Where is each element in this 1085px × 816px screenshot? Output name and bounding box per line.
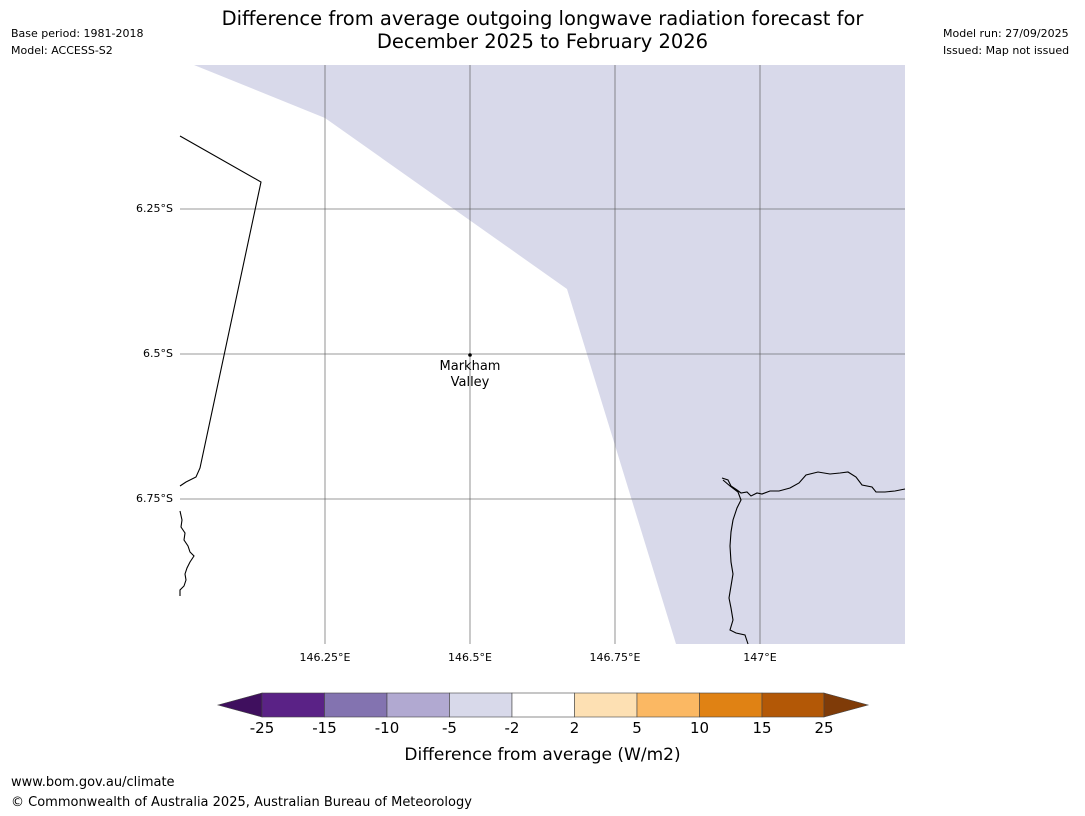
map-title-line2: December 2025 to February 2026	[376, 30, 709, 53]
shaded-region-light-purple	[194, 65, 905, 644]
colorbar-swatch	[386, 692, 450, 718]
footer-copyright: © Commonwealth of Australia 2025, Austra…	[11, 795, 472, 810]
colorbar-swatch	[511, 692, 575, 718]
map-title-line1: Difference from average outgoing longwav…	[221, 7, 864, 30]
lon-label-146-5: 146.5°E	[448, 651, 492, 664]
river-line	[722, 479, 749, 645]
colorbar-tick: 25	[814, 719, 834, 737]
model-text: Model: ACCESS-S2	[11, 44, 113, 57]
colorbar-tick: 10	[689, 719, 710, 737]
colorbar-swatch	[636, 692, 700, 718]
lon-label-146-75: 146.75°E	[589, 651, 641, 664]
coastline-west	[179, 510, 195, 596]
colorbar-tick: -25	[249, 719, 275, 737]
colorbar-swatch	[261, 692, 325, 718]
place-marker-dot	[468, 353, 472, 357]
lat-label-6-5: 6.5°S	[143, 347, 173, 360]
colorbar-tick: -15	[312, 719, 337, 737]
graticule	[180, 65, 905, 644]
colorbar-tick: -10	[374, 719, 400, 737]
model-run-text: Model run: 27/09/2025	[943, 27, 1069, 40]
colorbar	[216, 692, 870, 718]
colorbar-tick: 15	[752, 719, 772, 737]
lat-label-6-25: 6.25°S	[136, 202, 173, 215]
colorbar-tick: 5	[632, 719, 642, 737]
coastlines	[179, 135, 906, 645]
lat-label-6-75: 6.75°S	[136, 492, 173, 505]
border-line	[179, 135, 262, 487]
header-right-meta: Model run: 27/09/2025 Issued: Map not is…	[943, 25, 1069, 59]
base-period-text: Base period: 1981-2018	[11, 27, 144, 40]
colorbar-swatch	[574, 692, 638, 718]
place-name-line1: Markham	[439, 359, 501, 374]
lon-label-146-25: 146.25°E	[299, 651, 351, 664]
place-name-line2: Valley	[450, 375, 490, 390]
colorbar-arrow-high	[823, 692, 870, 718]
coastline-east	[721, 471, 906, 497]
place-label-markham-valley: Markham Valley	[420, 359, 520, 391]
issued-text: Issued: Map not issued	[943, 44, 1070, 57]
colorbar-label: Difference from average (W/m2)	[404, 745, 681, 765]
colorbar-tick: -5	[442, 719, 457, 737]
colorbar-swatch	[449, 692, 513, 718]
colorbar-arrow-low	[216, 692, 263, 718]
map-title: Difference from average outgoing longwav…	[0, 7, 1085, 53]
lon-label-147: 147°E	[743, 651, 777, 664]
colorbar-swatch	[699, 692, 763, 718]
colorbar-swatch	[324, 692, 388, 718]
colorbar-tick: -2	[504, 719, 520, 737]
colorbar-swatch	[761, 692, 825, 718]
footer-url: www.bom.gov.au/climate	[11, 775, 175, 790]
colorbar-tick: 2	[569, 719, 580, 737]
header-left-meta: Base period: 1981-2018 Model: ACCESS-S2	[11, 25, 143, 59]
